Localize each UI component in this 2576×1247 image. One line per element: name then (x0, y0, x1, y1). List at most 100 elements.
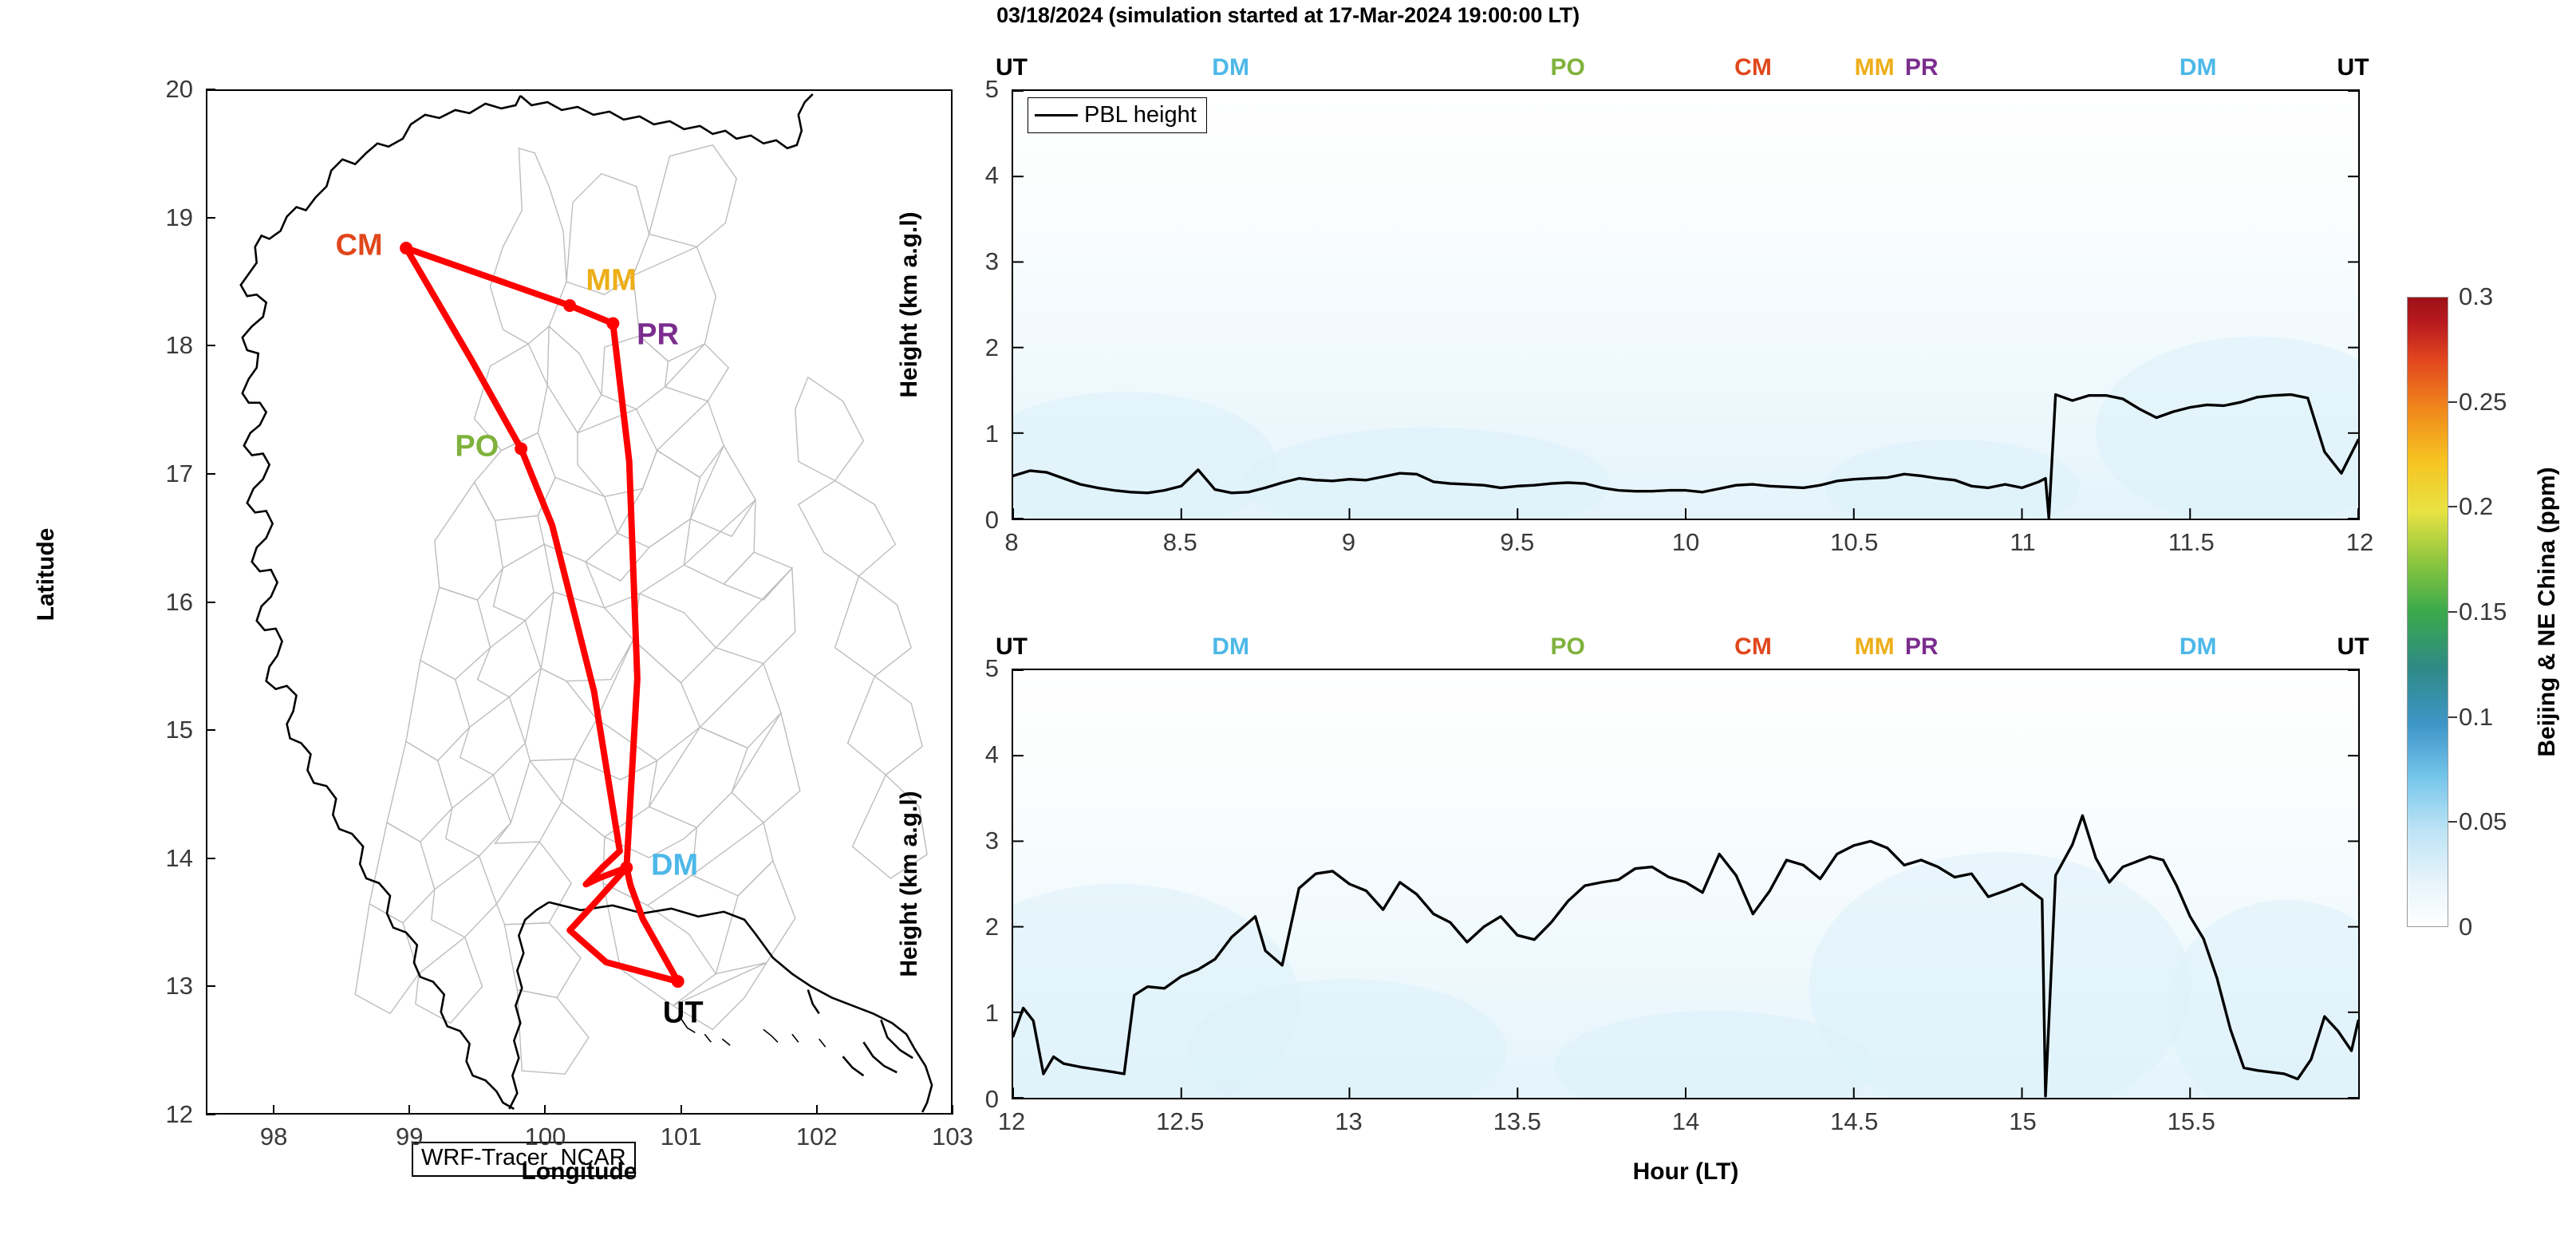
y-tick-2: 2 (984, 333, 999, 361)
y-axis-title: Height (km a.g.l) (896, 211, 922, 398)
map-lon-tickmark (680, 1105, 682, 1115)
site-tick-ut-0: UT (996, 633, 1028, 660)
colorbar-tickmark (2448, 821, 2457, 823)
station-marker-po (515, 442, 528, 456)
map-site-label-pr-2: PR (637, 318, 679, 352)
map-site-label-dm-4: DM (651, 848, 699, 882)
map-lat-tickmark (206, 985, 215, 988)
colorbar-tick-0.05: 0.05 (2459, 807, 2507, 836)
y-axis-title: Height (km a.g.l) (896, 791, 922, 977)
map-lon-tickmark (273, 1105, 275, 1115)
colorbar-title: Beijing & NE China (ppm) (2534, 467, 2560, 757)
y-tick-3: 3 (984, 827, 999, 854)
x-tick-14: 14 (1671, 1107, 1700, 1135)
station-marker-ut (671, 975, 684, 989)
map-lat-tick-20: 20 (165, 75, 193, 103)
site-tick-po-2: PO (1550, 54, 1585, 81)
x-tick-12.5: 12.5 (1156, 1107, 1205, 1135)
map-lon-tickmark (952, 1105, 953, 1115)
map-lat-tickmark (206, 472, 215, 475)
tracer-blob (1013, 392, 1276, 519)
x-tick-12: 12 (2345, 528, 2374, 556)
colorbar-tickmark (2448, 506, 2457, 508)
site-tick-ut-7: UT (2337, 54, 2369, 81)
map-lat-tick-12: 12 (165, 1100, 193, 1128)
map-site-label-po-3: PO (455, 429, 499, 464)
latitude-axis-title: Latitude (33, 527, 59, 622)
x-tick-9.5: 9.5 (1500, 528, 1535, 556)
colorbar-tick-0.1: 0.1 (2459, 702, 2494, 731)
x-tick-13.5: 13.5 (1493, 1107, 1541, 1135)
x-tick-9: 9 (1341, 528, 1356, 556)
pbl-legend-label: PBL height (1084, 102, 1197, 128)
longitude-axis-title: Longitude (521, 1158, 637, 1185)
x-tick-13: 13 (1335, 1107, 1363, 1135)
x-tick-10: 10 (1671, 528, 1700, 556)
map-lat-tick-17: 17 (165, 459, 193, 487)
map-lon-tickmark (408, 1105, 411, 1115)
map-lon-tickmark (815, 1105, 818, 1115)
tracer-blob (1244, 427, 1611, 519)
colorbar-tick-0.25: 0.25 (2459, 387, 2507, 416)
province-boundaries (354, 144, 928, 1075)
site-tick-cm-3: CM (1734, 54, 1772, 81)
tracer-blob (2167, 899, 2358, 1098)
tracer-blob (1554, 1010, 1873, 1098)
map-legend-label: WRF-Tracer_NCAR (421, 1145, 626, 1170)
x-tick-8: 8 (1004, 528, 1019, 556)
colorbar-tickmark (2448, 401, 2457, 403)
pbl-height-line (1013, 393, 2358, 519)
coastline-detail (680, 1017, 826, 1048)
timeseries-panel-top (1012, 89, 2360, 520)
map-site-label-ut-5: UT (662, 996, 704, 1030)
station-markers (400, 241, 684, 989)
tracer-blob (1809, 852, 2191, 1098)
timeseries-svg-top (1013, 91, 2358, 519)
y-tick-0: 0 (984, 506, 999, 534)
station-marker-dm (620, 861, 633, 874)
site-tick-dm-6: DM (2179, 54, 2217, 81)
x-tick-11: 11 (2010, 528, 2036, 556)
site-tick-pr-5: PR (1904, 633, 1939, 660)
site-tick-dm-1: DM (1212, 633, 1249, 660)
map-lat-tick-15: 15 (165, 716, 193, 744)
map-lon-tickmark (544, 1105, 546, 1115)
y-tick-4: 4 (984, 161, 999, 189)
timeseries-svg-bottom (1013, 670, 2358, 1098)
map-legend-box: WRF-Tracer_NCAR (412, 1142, 636, 1177)
map-lon-tick-102: 102 (795, 1123, 838, 1150)
site-tick-ut-0: UT (996, 54, 1028, 81)
figure-title: 03/18/2024 (simulation started at 17-Mar… (996, 3, 1580, 27)
map-lat-tickmark (206, 857, 215, 859)
site-tick-po-2: PO (1550, 633, 1585, 660)
station-marker-mm (563, 299, 577, 312)
site-tick-pr-5: PR (1904, 54, 1939, 81)
map-lat-tickmark (206, 601, 215, 603)
map-lon-tick-98: 98 (259, 1123, 288, 1150)
station-marker-pr (606, 317, 620, 330)
site-tick-mm-4: MM (1854, 633, 1895, 660)
x-tick-11.5: 11.5 (2168, 528, 2215, 556)
pbl-height-legend: PBL height (1028, 97, 1207, 133)
map-lat-tick-18: 18 (165, 331, 193, 360)
x-tick-12: 12 (997, 1107, 1026, 1135)
site-tick-dm-1: DM (1212, 54, 1249, 81)
map-lat-tick-13: 13 (165, 972, 193, 1000)
x-tick-8.5: 8.5 (1162, 528, 1197, 556)
map-lon-tick-99: 99 (396, 1123, 424, 1150)
map-lat-tickmark (206, 1114, 215, 1115)
pbl-legend-line (1035, 114, 1078, 116)
map-lat-tick-14: 14 (165, 843, 193, 872)
map-lat-tickmark (206, 729, 215, 732)
timeseries-panel-bottom (1012, 669, 2360, 1099)
y-tick-2: 2 (984, 913, 999, 941)
site-tick-cm-3: CM (1734, 633, 1772, 660)
site-tick-ut-7: UT (2337, 633, 2369, 660)
colorbar-tick-0.2: 0.2 (2459, 492, 2494, 521)
colorbar-tickmark (2448, 611, 2457, 613)
tracer-blob (2095, 336, 2358, 519)
colorbar-tick-0.15: 0.15 (2459, 598, 2507, 625)
map-lat-tickmark (206, 216, 215, 219)
tracer-blob (1188, 979, 1507, 1098)
map-panel: WRF-Tracer_NCAR (206, 89, 953, 1177)
